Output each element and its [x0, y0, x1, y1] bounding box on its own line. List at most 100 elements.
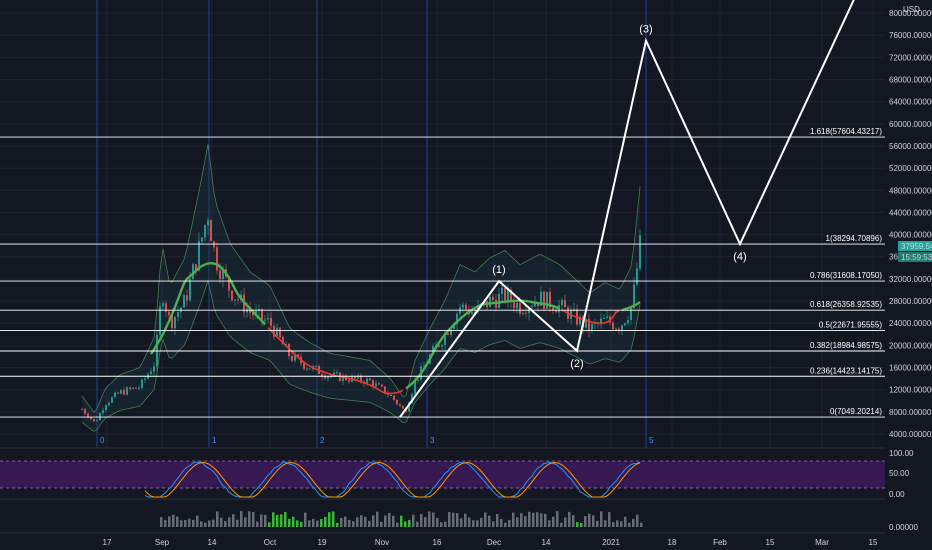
time-axis[interactable]: 17 Sep 14 Oct 19 Nov 16 Dec 14 2021 18 Feb 15 Mar 15: [103, 538, 878, 547]
bull-candle-body: [177, 312, 179, 317]
bear-candle-body: [165, 303, 167, 312]
volume-bar: [488, 515, 491, 527]
volume-bar: [172, 514, 175, 527]
volume-bar: [532, 512, 535, 527]
time-tick-label: Mar: [815, 538, 829, 547]
price-tick-label: 44000.00000: [889, 208, 932, 217]
price-axis[interactable]: 80000.00000 76000.00000 72000.00000 68000.0…: [889, 9, 932, 439]
bull-candle-body: [558, 305, 560, 313]
bull-candle-body: [114, 392, 116, 398]
bull-candle-body: [501, 287, 503, 294]
bear-candle-body: [123, 390, 125, 395]
bear-candle-body: [321, 374, 323, 377]
bear-candle-body: [393, 395, 395, 400]
bear-candle-body: [369, 378, 371, 381]
fib-level-label: 1.618(57604.43217): [810, 127, 882, 136]
bull-candle-body: [207, 220, 209, 226]
volume-bar: [240, 511, 243, 527]
oscillator-tick-label: 0.00: [889, 490, 905, 499]
volume-bar: [516, 517, 519, 527]
volume-axis-label: 0.00000: [889, 523, 918, 532]
volume-bar: [244, 517, 247, 527]
price-tick-label: 32000.00000: [889, 275, 932, 284]
stochastic-d-line: [144, 461, 641, 498]
volume-bar: [524, 516, 527, 527]
elliott-wave-path[interactable]: [399, 0, 858, 418]
bull-candle-body: [441, 344, 443, 347]
bull-candle-body: [192, 264, 194, 280]
bull-candle-body: [375, 383, 377, 387]
bull-candle-body: [408, 403, 410, 412]
bull-candle-body: [276, 327, 278, 337]
price-tick-label: 72000.00000: [889, 53, 932, 62]
fib-level-label: 0.618(26358.92535): [810, 300, 882, 309]
bull-candle-body: [636, 268, 638, 285]
cycle-marker-label: 3: [430, 436, 435, 445]
volume-bar: [340, 517, 343, 527]
elliott-wave-label: (1): [492, 264, 505, 276]
time-tick-label: Feb: [713, 538, 727, 547]
cycle-marker-lines: 0 1 2 3 5: [96, 0, 654, 448]
volume-bar: [180, 520, 183, 527]
volume-bar: [412, 514, 415, 527]
bull-candle-body: [366, 378, 368, 384]
time-tick-label: 18: [668, 538, 677, 547]
volume-bar: [164, 520, 167, 527]
bull-candle-body: [183, 295, 185, 308]
volume-bar: [496, 513, 499, 527]
volume-bar: [396, 522, 399, 527]
bear-candle-body: [93, 419, 95, 422]
bull-candle-body: [633, 284, 635, 309]
bear-candle-body: [555, 310, 557, 313]
volume-bar: [272, 512, 275, 527]
volume-bar: [632, 518, 635, 527]
price-tick-label: 4000.00000: [889, 430, 932, 439]
bull-candle-body: [600, 318, 602, 324]
volume-bar: [356, 517, 359, 527]
volume-bar: [292, 516, 295, 527]
volume-bar: [280, 514, 283, 527]
bear-candle-body: [90, 417, 92, 420]
volume-bar: [304, 512, 307, 527]
bear-candle-body: [390, 394, 392, 396]
time-tick-label: Nov: [375, 538, 389, 547]
bull-candle-body: [159, 306, 161, 335]
bear-candle-body: [186, 295, 188, 301]
volume-bar: [556, 511, 559, 527]
bull-candle-body: [222, 269, 224, 279]
price-tick-label: 80000.00000: [889, 9, 932, 18]
bull-candle-body: [204, 225, 206, 238]
bear-candle-body: [384, 386, 386, 394]
bull-candle-body: [315, 365, 317, 367]
volume-bar: [588, 513, 591, 527]
bear-candle-body: [564, 300, 566, 308]
price-tick-label: 8000.00000: [889, 408, 932, 417]
volume-bar: [508, 519, 511, 527]
fib-level-label: 0(7049.20214): [830, 407, 882, 416]
bear-candle-body: [552, 307, 554, 311]
volume-bar: [640, 522, 643, 527]
bull-candle-body: [189, 279, 191, 301]
price-tick-label: 60000.00000: [889, 120, 932, 129]
bear-candle-body: [402, 405, 404, 409]
bull-candle-body: [489, 296, 491, 308]
currency-label: USD: [903, 5, 920, 14]
volume-bar: [536, 512, 539, 527]
bull-candle-body: [132, 387, 134, 389]
bull-candle-body: [138, 387, 140, 389]
bear-candle-body: [249, 308, 251, 313]
bear-candle-body: [219, 270, 221, 279]
bull-candle-body: [534, 302, 536, 307]
volume-bar: [252, 512, 255, 527]
bull-candle-body: [411, 393, 413, 404]
bull-candle-body: [621, 325, 623, 331]
price-tick-label: 12000.00000: [889, 386, 932, 395]
cycle-marker-label: 1: [212, 436, 217, 445]
volume-bar: [568, 511, 571, 527]
bear-candle-body: [87, 413, 89, 418]
fib-level-label: 0.5(22671.95555): [819, 321, 883, 330]
volume-bar: [204, 522, 207, 527]
volume-bar: [512, 512, 515, 527]
fibonacci-retracement[interactable]: 1.618(57604.43217) 1(38294.70896) 0.786(31…: [0, 127, 885, 418]
